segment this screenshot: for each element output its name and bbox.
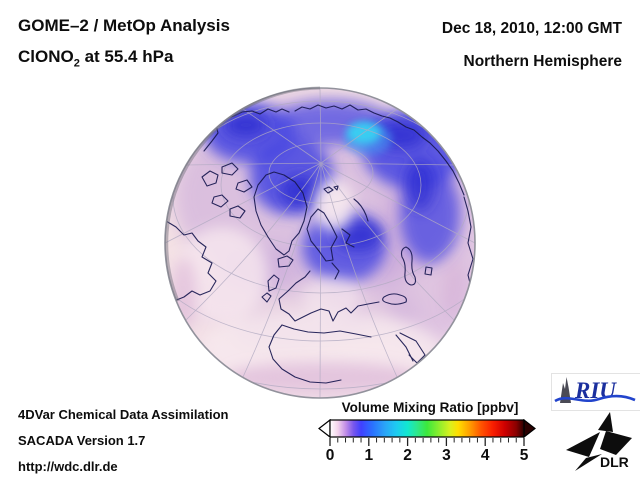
colorbar-ticks [329,438,525,446]
colorbar-tick-labels: 0 1 2 3 4 5 [318,447,542,467]
credit-line-2: SACADA Version 1.7 [18,433,146,448]
credit-url: http://wdc.dlr.de [18,459,118,474]
colorbar-right-arrow [523,419,536,439]
cathedral-icon [560,377,571,403]
colorbar-tick-label: 0 [325,447,335,464]
credits-block: 4DVar Chemical Data Assimilation SACADA … [18,402,229,480]
coastlines [165,104,474,384]
colorbar-left-arrow [318,419,331,439]
river-wave-icon [554,394,636,403]
globe-rim-shadow [165,86,321,302]
colorbar [318,419,536,446]
riu-logo: RIU [551,373,640,411]
dlr-logo: DLR [560,411,636,471]
colorbar-tick-label: 1 [364,447,374,464]
colorbar-tick-label: 3 [442,447,451,464]
orthographic-globe-svg [164,86,476,399]
dlr-logo-text: DLR [600,454,629,470]
analysis-title: GOME–2 / MetOp Analysis [18,16,230,35]
credit-line-1: 4DVar Chemical Data Assimilation [18,407,229,422]
colorbar-title: Volume Mixing Ratio [ppbv] [341,400,519,415]
colorbar-tick-label: 2 [403,447,412,464]
hemisphere-label: Northern Hemisphere [463,53,622,70]
riu-logo-icon: RIU [554,377,636,403]
colorbar-gradient-bar [329,419,525,438]
dlr-logo-icon: DLR [566,412,632,471]
species-level-line: ClONO2 at 55.4 hPa [18,47,174,70]
colorbar-tick-label: 5 [519,447,529,464]
datetime-block: Dec 18, 2010, 12:00 GMT Northern Hemisph… [442,12,622,78]
colorbar-tick-label: 4 [480,447,490,464]
globe-map [162,85,478,401]
data-field-layer [165,88,475,398]
species-subscript: 2 [73,57,80,70]
figure-title-block: GOME–2 / MetOp Analysis ClONO2 at 55.4 h… [18,10,230,79]
globe-rim [164,87,476,399]
datetime-label: Dec 18, 2010, 12:00 GMT [441,20,622,37]
